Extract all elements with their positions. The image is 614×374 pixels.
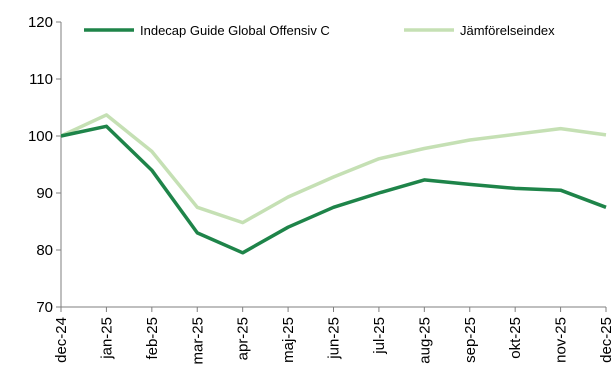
series-line <box>60 124 607 255</box>
y-tick-label: 90 <box>36 185 53 202</box>
y-tick-label: 100 <box>28 128 53 145</box>
x-tick-label: maj-25 <box>280 317 297 363</box>
y-tick-label: 110 <box>29 71 53 88</box>
y-tick-label: 70 <box>36 299 53 316</box>
x-tick-label: jun-25 <box>326 317 343 360</box>
x-tick-label: sep-25 <box>462 317 479 363</box>
y-tick-label: 120 <box>28 14 53 31</box>
x-tick-label: jan-25 <box>98 317 115 360</box>
y-tick-label: 80 <box>36 242 53 259</box>
x-tick-label: apr-25 <box>235 317 252 360</box>
x-tick-label: aug-25 <box>416 317 433 364</box>
legend-label: Jämförelseindex <box>460 23 555 38</box>
x-tick-label: jul-25 <box>371 317 388 355</box>
legend-label: Indecap Guide Global Offensiv C <box>140 23 330 38</box>
series-line <box>60 113 607 225</box>
x-tick-label: mar-25 <box>189 317 206 365</box>
x-tick-label: okt-25 <box>507 317 524 359</box>
x-tick-label: dec-24 <box>53 317 70 363</box>
x-tick-label: feb-25 <box>144 317 161 360</box>
x-tick-label: dec-25 <box>598 317 614 363</box>
x-tick-label: nov-25 <box>553 317 570 363</box>
